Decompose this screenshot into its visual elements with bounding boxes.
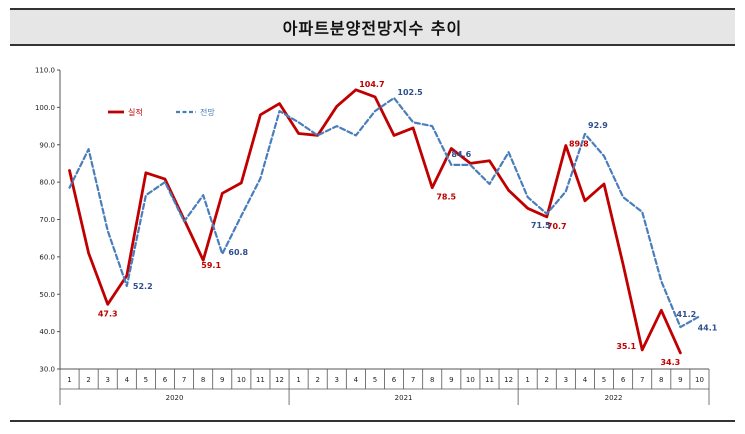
x-tick-label: 1 [525, 376, 529, 384]
data-label-actual: 59.1 [201, 261, 221, 270]
x-tick-label: 6 [163, 376, 168, 384]
data-label-forecast: 84.6 [451, 150, 471, 159]
y-tick-label: 40.0 [39, 328, 55, 336]
x-tick-label: 6 [392, 376, 397, 384]
data-label-forecast: 71.5 [531, 221, 551, 230]
year-label: 2020 [166, 394, 184, 402]
x-tick-label: 9 [220, 376, 224, 384]
x-tick-label: 5 [373, 376, 377, 384]
x-tick-label: 12 [275, 376, 284, 384]
x-tick-label: 7 [411, 376, 415, 384]
x-tick-label: 10 [695, 376, 704, 384]
y-tick-label: 90.0 [39, 141, 55, 149]
x-tick-label: 2 [545, 376, 549, 384]
y-tick-label: 70.0 [39, 216, 55, 224]
x-tick-label: 1 [67, 376, 71, 384]
x-tick-label: 6 [621, 376, 626, 384]
y-tick-label: 30.0 [39, 366, 55, 374]
x-tick-label: 5 [144, 376, 148, 384]
x-tick-label: 3 [564, 376, 568, 384]
legend-label-forecast: 전망 [200, 107, 215, 117]
y-tick-label: 80.0 [39, 179, 55, 187]
y-tick-label: 100.0 [35, 104, 55, 112]
data-label-forecast: 60.8 [228, 248, 248, 257]
x-tick-label: 8 [201, 376, 205, 384]
x-tick-label: 5 [602, 376, 606, 384]
x-tick-label: 7 [182, 376, 186, 384]
x-tick-label: 2 [86, 376, 90, 384]
x-tick-label: 10 [237, 376, 246, 384]
y-tick-label: 60.0 [39, 253, 55, 261]
y-tick-label: 110.0 [35, 67, 55, 75]
x-tick-label: 3 [335, 376, 339, 384]
x-tick-label: 8 [430, 376, 434, 384]
chart-title: 아파트분양전망지수 추이 [282, 19, 463, 38]
x-tick-label: 11 [256, 376, 265, 384]
x-tick-label: 4 [125, 376, 130, 384]
data-label-forecast: 102.5 [397, 88, 423, 97]
x-tick-label: 9 [678, 376, 682, 384]
data-label-actual: 34.3 [660, 358, 680, 367]
x-tick-label: 7 [640, 376, 644, 384]
legend-label-actual: 실적 [128, 107, 143, 117]
series-line-forecast [68, 96, 701, 329]
x-tick-label: 12 [504, 376, 513, 384]
series-line-actual [68, 88, 682, 355]
x-tick-label: 2 [315, 376, 319, 384]
data-label-actual: 89.8 [569, 139, 589, 148]
data-label-forecast: 92.9 [588, 121, 608, 130]
x-tick-label: 4 [354, 376, 359, 384]
data-label-forecast: 44.1 [698, 323, 718, 332]
data-label-forecast: 52.2 [133, 282, 153, 291]
title-bar: 아파트분양전망지수 추이 [10, 8, 735, 46]
data-label-forecast: 41.2 [676, 310, 696, 319]
x-tick-label: 8 [659, 376, 663, 384]
x-tick-label: 9 [449, 376, 453, 384]
data-label-actual: 104.7 [359, 80, 384, 89]
y-tick-label: 50.0 [39, 291, 55, 299]
x-tick-label: 1 [296, 376, 300, 384]
x-tick-label: 4 [583, 376, 588, 384]
year-label: 2021 [395, 394, 413, 402]
year-label: 2022 [605, 394, 623, 402]
data-label-actual: 70.7 [547, 222, 567, 231]
data-label-actual: 35.1 [616, 342, 636, 351]
x-tick-label: 3 [105, 376, 109, 384]
x-tick-label: 11 [485, 376, 494, 384]
x-tick-label: 10 [466, 376, 475, 384]
data-label-actual: 47.3 [98, 309, 118, 318]
data-label-actual: 78.5 [436, 193, 456, 202]
bottom-rule [10, 420, 735, 422]
